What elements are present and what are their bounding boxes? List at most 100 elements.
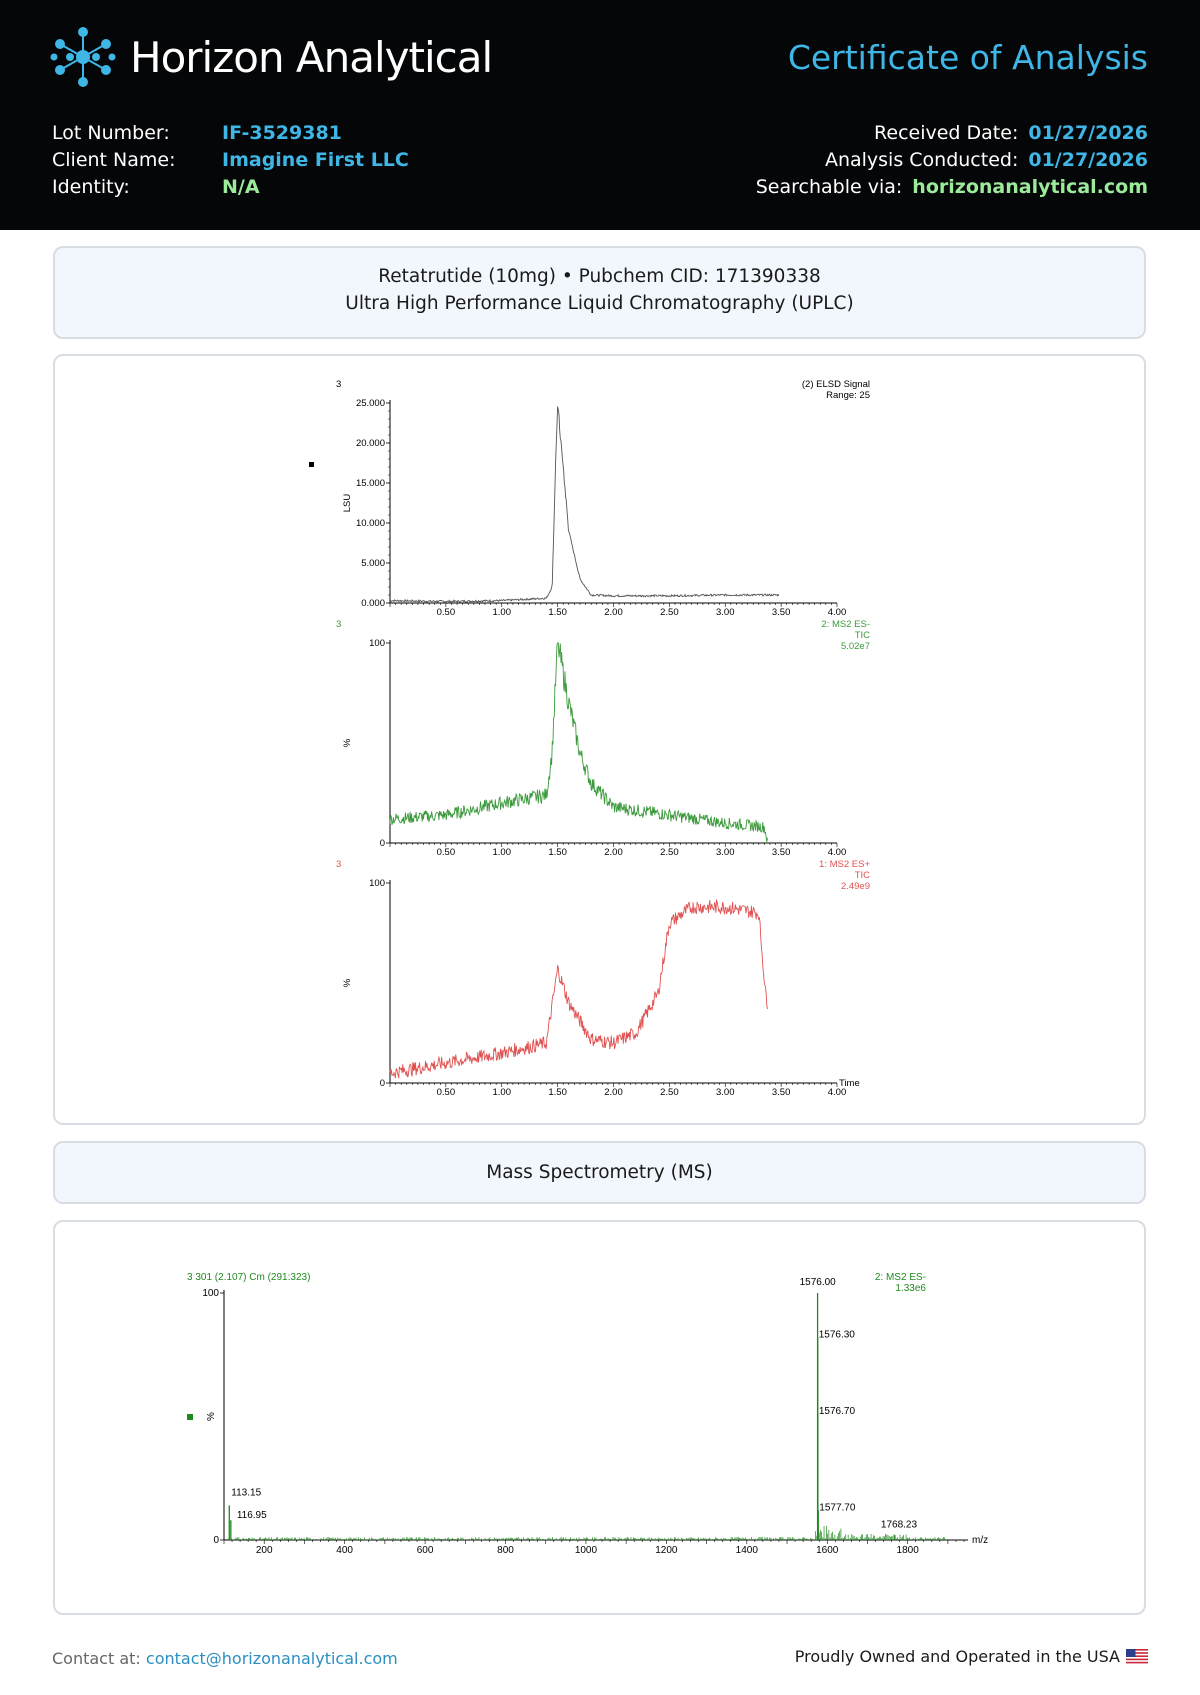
y-tick-label: 100 xyxy=(369,638,385,649)
trace-label: 5.02e7 xyxy=(841,641,870,652)
brand-logo[interactable]: Horizon Analytical xyxy=(50,24,493,90)
y-tick-label: 5.000 xyxy=(361,558,385,569)
usa-line: Proudly Owned and Operated in the USA xyxy=(795,1647,1148,1666)
lot-number-label: Lot Number: xyxy=(52,122,170,144)
x-tick-label: 2.00 xyxy=(604,1087,623,1098)
x-tick-label: 1.00 xyxy=(493,607,512,618)
x-tick-label: 1400 xyxy=(736,1545,759,1556)
trace-number: 3 xyxy=(336,859,341,870)
y-axis-label: LSU xyxy=(342,494,353,513)
trace-label: TIC xyxy=(855,630,870,641)
x-tick-label: 1.50 xyxy=(548,1087,567,1098)
x-tick-label: 2.50 xyxy=(660,1087,679,1098)
spectrum-marker-icon xyxy=(187,1414,193,1420)
y-tick-label: 15.000 xyxy=(356,478,385,489)
peak-label: 1577.70 xyxy=(819,1502,856,1513)
lot-info: Lot Number: IF-3529381 Client Name: Imag… xyxy=(52,120,409,201)
brand-name: Horizon Analytical xyxy=(130,32,493,82)
x-tick-label: 400 xyxy=(336,1545,353,1556)
y-tick-label: 0 xyxy=(380,838,385,849)
x-tick-label: 3.00 xyxy=(716,607,735,618)
x-tick-label: 600 xyxy=(417,1545,434,1556)
x-tick-label: 3.00 xyxy=(716,847,735,858)
compound-line: Retatrutide (10mg) • Pubchem CID: 171390… xyxy=(378,266,821,287)
y-tick-label: 0.000 xyxy=(361,598,385,609)
x-tick-label: 2.00 xyxy=(604,607,623,618)
trace-label: Range: 25 xyxy=(826,390,870,401)
ms-section-header: Mass Spectrometry (MS) xyxy=(53,1141,1146,1204)
us-flag-icon xyxy=(1126,1648,1148,1665)
x-tick-label: 0.50 xyxy=(437,847,456,858)
trace-label: 2.49e9 xyxy=(841,881,870,892)
analysis-date-value: 01/27/2026 xyxy=(1028,149,1148,171)
searchable-link[interactable]: horizonanalytical.com xyxy=(912,176,1148,198)
y-tick-label: 100 xyxy=(202,1288,219,1299)
x-tick-label: 4.00 xyxy=(828,607,847,618)
received-date-value: 01/27/2026 xyxy=(1028,122,1148,144)
uplc-chart-panel: 0.50 1.00 1.50 2.00 2.50 3.00 3.50 4.00 0.000 5.0… xyxy=(53,354,1146,1125)
contact-line: Contact at: contact@horizonanalytical.co… xyxy=(52,1649,398,1668)
trace-number: 3 xyxy=(336,379,341,390)
x-tick-label: 200 xyxy=(256,1545,273,1556)
trace-label: TIC xyxy=(855,870,870,881)
peak-label: 116.95 xyxy=(237,1510,267,1521)
x-tick-label: 1.50 xyxy=(548,607,567,618)
x-tick-label: 0.50 xyxy=(437,1087,456,1098)
identity-label: Identity: xyxy=(52,176,130,198)
chromatogram-ms2-es-minus: 0.50 1.00 1.50 2.00 2.50 3.00 3.50 4.00 0 100% 3 2:… xyxy=(336,619,870,858)
x-tick-label: 3.50 xyxy=(772,607,791,618)
x-tick-label: 3.00 xyxy=(716,1087,735,1098)
trace-label: 1.33e6 xyxy=(895,1283,926,1294)
header-bar: Horizon Analytical Certificate of Analys… xyxy=(0,0,1200,230)
y-tick-label: 0 xyxy=(380,1078,385,1089)
usa-text: Proudly Owned and Operated in the USA xyxy=(794,1647,1120,1666)
uplc-section-header: Retatrutide (10mg) • Pubchem CID: 171390… xyxy=(53,246,1146,339)
y-tick-label: 20.000 xyxy=(356,438,385,449)
trace-label: 2: MS2 ES- xyxy=(875,1272,926,1283)
analysis-date-label: Analysis Conducted: xyxy=(824,149,1019,171)
lot-number-row: Lot Number: IF-3529381 xyxy=(52,120,409,147)
received-date-label: Received Date: xyxy=(874,122,1019,144)
x-tick-label: 0.50 xyxy=(437,607,456,618)
x-tick-label: 2.00 xyxy=(604,847,623,858)
elsd-marker-icon xyxy=(309,462,314,467)
trace-line xyxy=(389,642,768,842)
x-tick-label: 3.50 xyxy=(772,847,791,858)
y-axis-label: % xyxy=(206,1412,217,1421)
x-tick-label: 1.50 xyxy=(548,847,567,858)
trace-number: 3 xyxy=(336,619,341,630)
received-date-row: Received Date: 01/27/2026 xyxy=(756,120,1148,147)
trace-label: (2) ELSD Signal xyxy=(802,379,870,390)
x-tick-label: 2.50 xyxy=(660,607,679,618)
method-line: Ultra High Performance Liquid Chromatogr… xyxy=(345,293,854,314)
contact-label: Contact at: xyxy=(52,1649,146,1668)
x-tick-label: 1000 xyxy=(575,1545,598,1556)
x-tick-label: 1.00 xyxy=(493,847,512,858)
identity-row: Identity: N/A xyxy=(52,174,409,201)
ms-title: Mass Spectrometry (MS) xyxy=(486,1162,713,1183)
trace-label: 1: MS2 ES+ xyxy=(819,859,870,870)
x-tick-label: 800 xyxy=(497,1545,514,1556)
x-tick-label: 1800 xyxy=(897,1545,920,1556)
analysis-date-row: Analysis Conducted: 01/27/2026 xyxy=(756,147,1148,174)
spectrum-plot: 200 400 600 800 1000 1200 1400 1600 1800 0 100% 3 3… xyxy=(187,1272,988,1556)
peak-label: 113.15 xyxy=(231,1488,261,1499)
x-tick-label: 1.00 xyxy=(493,1087,512,1098)
chromatogram-ms2-es-plus: 0.50 1.00 1.50 2.00 2.50 3.00 3.50 4.00 0 100% 3 1:… xyxy=(336,859,870,1098)
ms-chart-panel: 200 400 600 800 1000 1200 1400 1600 1800 0 100% 3 3… xyxy=(53,1220,1146,1615)
y-tick-label: 10.000 xyxy=(356,518,385,529)
contact-email-link[interactable]: contact@horizonanalytical.com xyxy=(145,1649,398,1668)
x-axis-end-label: Time xyxy=(839,1078,860,1089)
mass-spectrum-figure: 200 400 600 800 1000 1200 1400 1600 1800 0 100% 3 3… xyxy=(187,1272,988,1556)
x-tick-label: 1600 xyxy=(816,1545,839,1556)
chromatogram-elsd: 0.50 1.00 1.50 2.00 2.50 3.00 3.50 4.00 0.000 5.0… xyxy=(336,379,870,618)
trace-line xyxy=(389,406,780,604)
identity-value: N/A xyxy=(222,176,260,198)
y-tick-label: 25.000 xyxy=(356,398,385,409)
x-axis-end-label: m/z xyxy=(972,1535,988,1546)
x-tick-label: 1200 xyxy=(655,1545,678,1556)
client-name-label: Client Name: xyxy=(52,149,176,171)
lot-number-value: IF-3529381 xyxy=(222,122,342,144)
x-tick-label: 3.50 xyxy=(772,1087,791,1098)
y-axis-label: % xyxy=(342,738,353,747)
